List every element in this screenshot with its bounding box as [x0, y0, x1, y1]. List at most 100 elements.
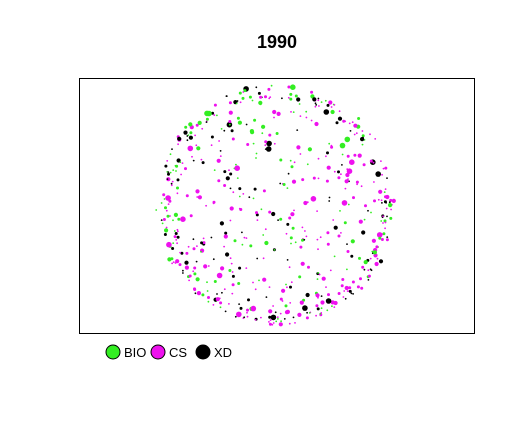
point-bio	[273, 249, 276, 251]
point-xd	[182, 272, 184, 274]
point-bio	[173, 230, 176, 232]
point-xd	[223, 170, 227, 174]
point-cs	[326, 242, 330, 246]
point-cs	[201, 127, 204, 130]
point-bio	[310, 94, 315, 99]
point-cs	[267, 87, 271, 91]
point-cs	[254, 288, 257, 291]
point-cs	[171, 262, 174, 265]
point-cs	[218, 140, 221, 142]
point-xd	[361, 230, 366, 235]
point-cs	[326, 180, 329, 183]
point-bio	[363, 218, 366, 221]
point-cs	[376, 257, 379, 260]
point-cs	[316, 238, 319, 241]
point-cs	[316, 210, 318, 213]
point-bio	[290, 165, 294, 169]
point-bio	[347, 203, 350, 206]
point-bio	[380, 220, 383, 222]
point-cs	[223, 234, 228, 239]
point-cs	[348, 286, 352, 290]
point-cs	[268, 97, 271, 100]
point-bio	[204, 110, 210, 117]
point-xd	[212, 258, 215, 261]
point-bio	[370, 211, 372, 214]
point-cs	[207, 296, 210, 299]
point-bio	[290, 84, 296, 90]
point-cs	[288, 266, 291, 269]
point-cs	[212, 200, 216, 204]
point-xd	[195, 260, 198, 263]
point-cs	[340, 232, 342, 234]
point-cs	[304, 230, 306, 232]
point-bio	[339, 210, 341, 212]
point-cs	[229, 219, 232, 222]
point-cs	[176, 228, 179, 231]
point-cs	[337, 292, 341, 295]
point-bio	[285, 283, 287, 286]
point-cs	[367, 274, 371, 278]
point-bio	[341, 153, 344, 156]
point-bio	[388, 203, 393, 208]
point-xd	[182, 269, 184, 272]
point-cs	[299, 153, 302, 155]
point-cs	[288, 322, 291, 325]
point-bio	[220, 127, 223, 130]
point-cs	[376, 232, 383, 238]
point-cs	[290, 212, 295, 217]
point-xd	[385, 201, 387, 204]
point-xd	[277, 219, 279, 222]
point-cs	[219, 301, 223, 305]
point-bio	[333, 255, 336, 258]
point-bio	[275, 320, 278, 323]
point-cs	[169, 215, 171, 217]
point-xd	[323, 109, 330, 115]
point-cs	[384, 227, 386, 230]
point-xd	[176, 235, 180, 239]
point-bio	[320, 101, 323, 103]
point-cs	[382, 167, 385, 170]
point-bio	[174, 164, 177, 167]
point-bio	[253, 118, 257, 122]
point-bio	[250, 130, 255, 135]
point-bio	[167, 257, 172, 262]
point-xd	[211, 111, 215, 115]
point-cs	[231, 283, 235, 287]
point-bio	[378, 236, 382, 240]
point-bio	[286, 187, 289, 190]
point-cs	[246, 311, 248, 314]
point-bio	[161, 222, 164, 225]
point-bio	[328, 142, 331, 145]
point-cs	[288, 216, 292, 220]
point-bio	[294, 94, 298, 98]
legend-label-xd: XD	[214, 345, 232, 360]
point-cs	[262, 189, 266, 193]
point-cs	[264, 228, 267, 231]
point-cs	[289, 302, 292, 304]
point-cs	[299, 245, 303, 249]
point-bio	[343, 221, 347, 225]
point-cs	[184, 265, 189, 270]
point-xd	[320, 295, 323, 297]
point-bio	[238, 195, 241, 198]
point-bio	[346, 268, 348, 271]
point-cs	[223, 184, 227, 187]
point-cs	[360, 185, 363, 188]
point-bio	[164, 228, 169, 233]
legend-item-bio: BIO	[105, 344, 146, 360]
point-cs	[268, 133, 272, 137]
point-cs	[347, 178, 349, 181]
point-xd	[256, 257, 259, 260]
point-bio	[319, 312, 322, 315]
point-cs	[385, 194, 390, 200]
point-cs	[337, 176, 341, 180]
point-cs	[193, 266, 197, 270]
point-cs	[382, 222, 384, 224]
point-xd	[188, 135, 193, 140]
point-cs	[361, 130, 364, 132]
point-cs	[372, 161, 375, 164]
point-xd	[184, 260, 189, 265]
point-cs	[165, 209, 168, 212]
point-bio	[284, 304, 288, 308]
point-xd	[375, 171, 382, 177]
